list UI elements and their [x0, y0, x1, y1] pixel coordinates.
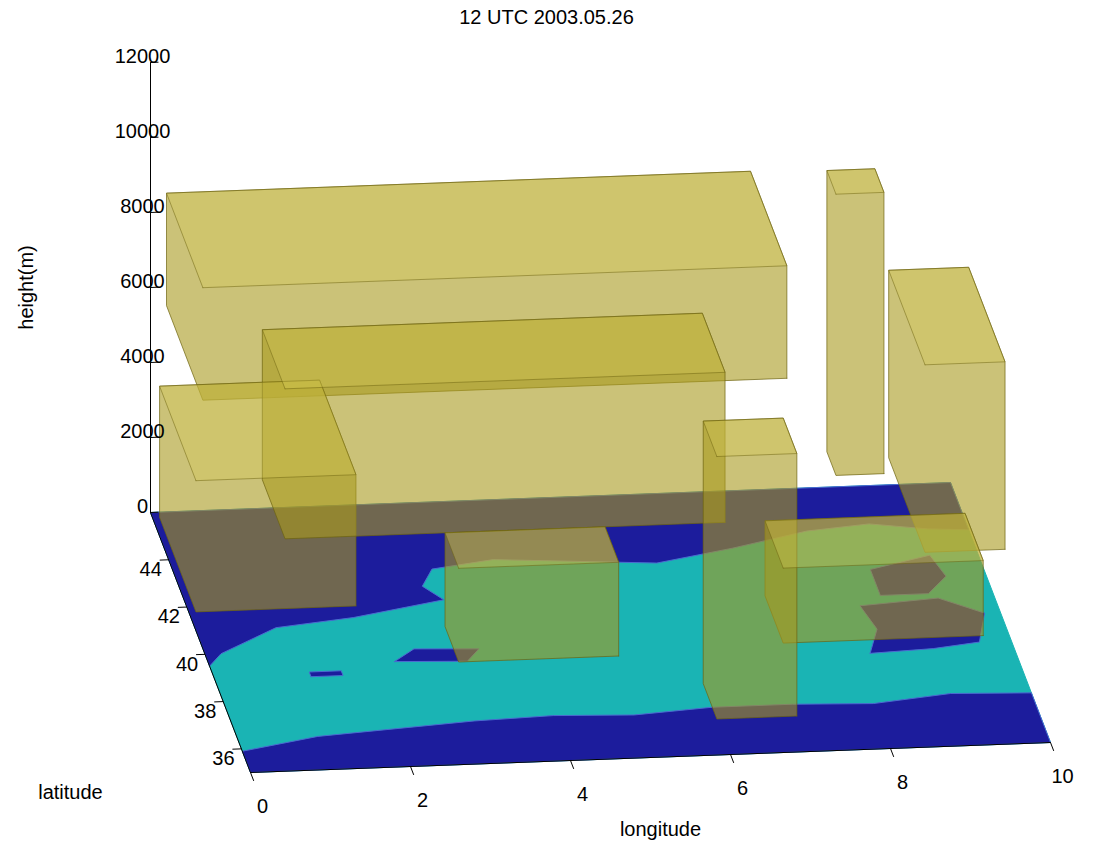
svg-text:4: 4 — [577, 783, 588, 805]
svg-text:42: 42 — [158, 605, 180, 627]
svg-text:latitude: latitude — [38, 781, 103, 803]
svg-text:40: 40 — [176, 653, 198, 675]
svg-text:38: 38 — [194, 700, 216, 722]
svg-text:10: 10 — [1051, 765, 1073, 787]
svg-text:8000: 8000 — [120, 195, 165, 217]
svg-text:10000: 10000 — [115, 120, 171, 142]
svg-text:2000: 2000 — [120, 420, 165, 442]
html-text:12 UTC 2003.05.26: 12 UTC 2003.05.26 — [459, 6, 634, 28]
svg-text:2: 2 — [417, 789, 428, 811]
svg-text:height(m): height(m) — [15, 245, 37, 329]
svg-text:12000: 12000 — [115, 45, 171, 67]
svg-text:8: 8 — [897, 771, 908, 793]
svg-text:4000: 4000 — [120, 345, 165, 367]
svg-text:44: 44 — [140, 558, 162, 580]
svg-text:6: 6 — [737, 777, 748, 799]
svg-text:0: 0 — [257, 795, 268, 817]
svg-text:0: 0 — [137, 495, 148, 517]
svg-text:36: 36 — [212, 747, 234, 769]
svg-text:longitude: longitude — [620, 818, 701, 840]
svg-text:6000: 6000 — [120, 270, 165, 292]
